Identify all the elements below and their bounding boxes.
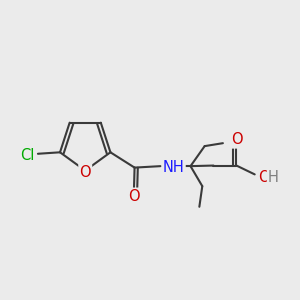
Text: O: O xyxy=(231,133,242,148)
Text: O: O xyxy=(80,165,91,180)
Text: O: O xyxy=(258,170,270,185)
Text: H: H xyxy=(268,170,279,185)
Text: O: O xyxy=(128,189,140,204)
Text: Cl: Cl xyxy=(21,148,35,163)
Text: NH: NH xyxy=(163,160,184,175)
